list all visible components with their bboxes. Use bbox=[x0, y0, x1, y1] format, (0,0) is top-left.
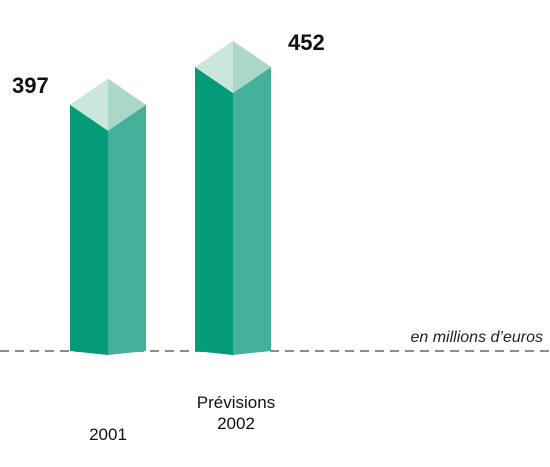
value-label-2001: 397 bbox=[12, 73, 49, 98]
category-line: 2001 bbox=[89, 425, 127, 444]
bar-side-face bbox=[108, 104, 146, 355]
bar-front-face bbox=[70, 104, 108, 355]
bar-top-left bbox=[195, 41, 233, 93]
value-label-2002: 452 bbox=[288, 30, 325, 55]
category-label-2002: Prévisions 2002 bbox=[180, 392, 292, 434]
category-line: 2002 bbox=[217, 414, 255, 433]
bar-top-left bbox=[70, 78, 108, 131]
bars bbox=[70, 41, 271, 355]
category-line: Prévisions bbox=[196, 393, 276, 412]
bar-front-face bbox=[195, 67, 233, 355]
category-label-2001: 2001 bbox=[60, 424, 156, 445]
bar-top-right bbox=[233, 41, 271, 93]
unit-note: en millions d’euros bbox=[410, 329, 543, 346]
bar-side-face bbox=[233, 67, 271, 355]
bar-top-right bbox=[108, 78, 146, 131]
